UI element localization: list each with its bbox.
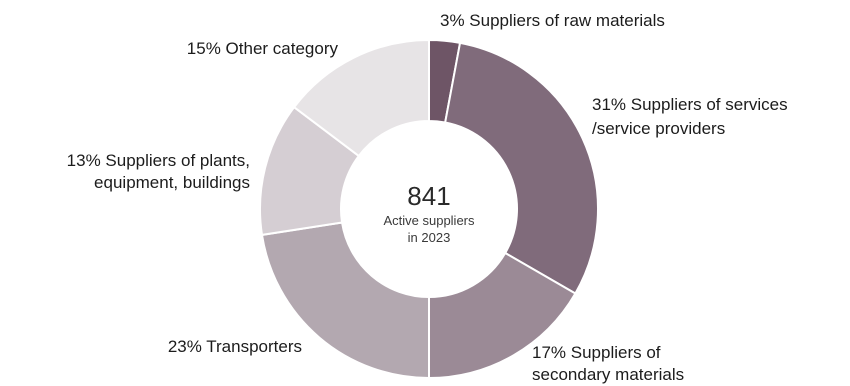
slice-label-2-line-0: 17% Suppliers of bbox=[532, 343, 661, 362]
slice-label-5-line-0: 15% Other category bbox=[187, 39, 339, 58]
slices-layer bbox=[259, 38, 599, 380]
labels-layer: 3% Suppliers of raw materials 31% Supplie… bbox=[67, 11, 788, 384]
slice-label-1-line-1: /service providers bbox=[592, 119, 725, 138]
slice-label-4-line-1: equipment, buildings bbox=[94, 173, 250, 192]
slice-label-0-line-0: 3% Suppliers of raw materials bbox=[440, 11, 665, 30]
slice-label-4-line-0: 13% Suppliers of plants, bbox=[67, 151, 250, 170]
donut-slice-1 bbox=[444, 41, 599, 295]
donut-slice-5 bbox=[292, 38, 430, 158]
center-total-value: 841 bbox=[407, 181, 450, 211]
donut-slice-2 bbox=[428, 251, 577, 380]
slice-label-2-line-1: secondary materials bbox=[532, 365, 684, 384]
center-caption-line-1: Active suppliers bbox=[383, 213, 475, 228]
slice-label-3-line-0: 23% Transporters bbox=[168, 337, 302, 356]
slice-label-1-line-0: 31% Suppliers of services bbox=[592, 95, 788, 114]
donut-slice-3 bbox=[260, 221, 430, 380]
center-caption-line-2: in 2023 bbox=[408, 230, 451, 245]
center-layer: 841 Active suppliers in 2023 bbox=[383, 181, 475, 245]
